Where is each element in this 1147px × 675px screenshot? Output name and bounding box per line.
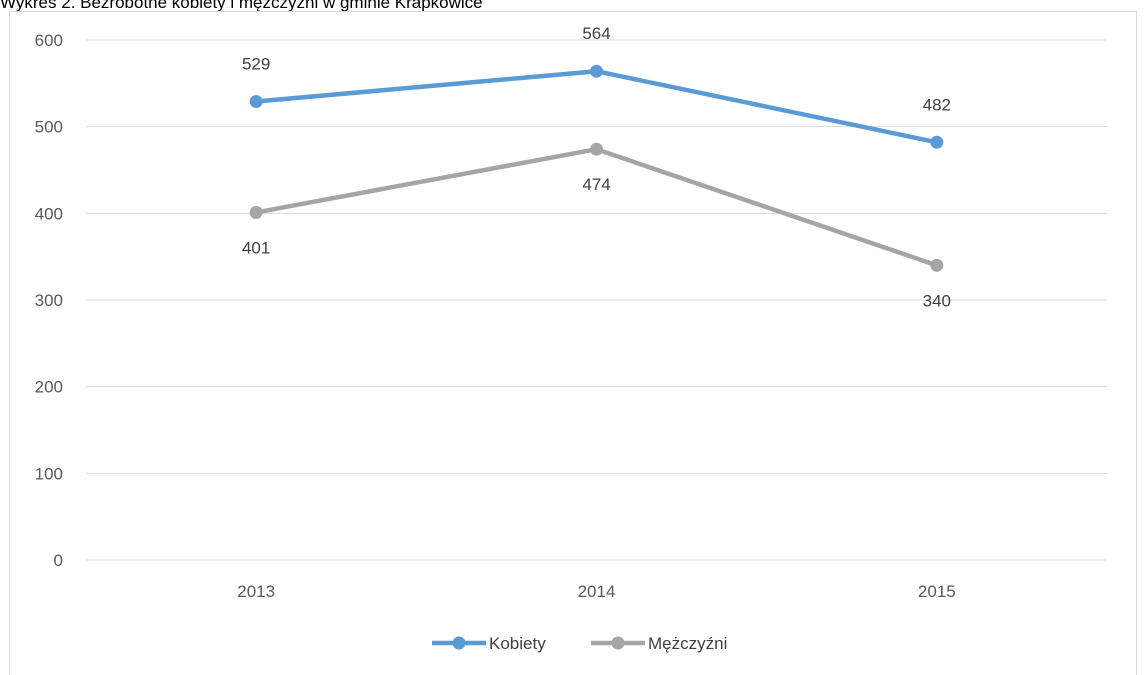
data-point — [249, 205, 263, 219]
y-tick-label: 300 — [35, 291, 63, 310]
legend-swatch-marker — [611, 636, 625, 650]
legend-label: Kobiety — [489, 634, 546, 653]
data-label: 401 — [242, 238, 270, 257]
y-tick-label: 400 — [35, 204, 63, 223]
data-point — [930, 258, 944, 272]
series-layer — [249, 64, 944, 272]
legend-swatch-marker — [452, 636, 466, 650]
data-label: 564 — [582, 24, 610, 43]
data-point — [930, 135, 944, 149]
x-tick-label: 2015 — [918, 582, 956, 601]
data-label: 474 — [582, 175, 610, 194]
y-tick-label: 500 — [35, 118, 63, 137]
data-point — [249, 95, 263, 109]
data-label: 529 — [242, 55, 270, 74]
y-tick-label: 100 — [35, 464, 63, 483]
y-tick-label: 0 — [54, 551, 63, 570]
data-label: 340 — [923, 291, 951, 310]
data-point — [590, 142, 603, 156]
data-label: 482 — [923, 95, 951, 114]
y-tick-label: 600 — [35, 31, 63, 50]
x-tick-label: 2014 — [578, 582, 616, 601]
legend: Kobiety Mężczyźni — [432, 634, 727, 653]
gridlines — [86, 39, 1107, 561]
chart-caption: Wykres 2. Bezrobotne kobiety i mężczyźni… — [0, 0, 483, 12]
x-tick-label: 2013 — [237, 582, 275, 601]
chart-frame — [9, 11, 1137, 675]
data-labels: 529 564 482 401 474 340 — [242, 24, 951, 310]
data-point — [590, 64, 603, 78]
x-axis-ticks: 2013 2014 2015 — [237, 582, 955, 601]
y-tick-label: 200 — [35, 378, 63, 397]
series-line — [253, 68, 940, 145]
legend-label: Mężczyźni — [648, 634, 727, 653]
y-axis-ticks: 0 100 200 300 400 500 600 — [35, 31, 63, 570]
series-line — [253, 146, 940, 268]
